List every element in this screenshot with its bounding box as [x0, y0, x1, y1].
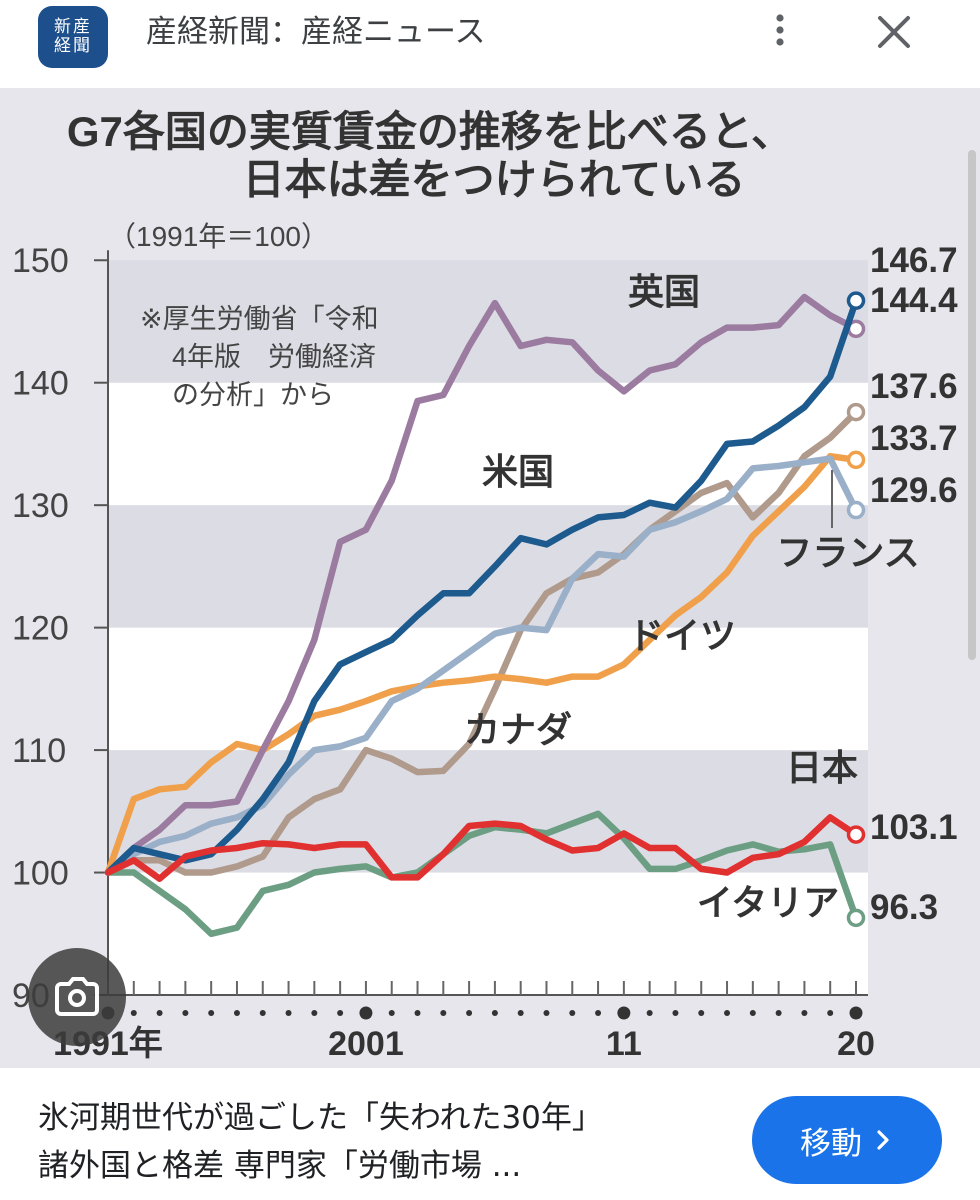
chart-title-line-1: G7各国の実質賃金の推移を比べると、 — [67, 108, 793, 155]
y-tick-label: 150 — [12, 242, 69, 280]
series-name-label: ドイツ — [628, 615, 736, 656]
chart-band — [108, 872, 868, 995]
x-tick-dot — [414, 1010, 421, 1016]
source-note-line-2: 4年版 労働経済 — [172, 342, 376, 372]
series-end-value-label: 146.7 — [870, 241, 958, 280]
series-name-label: 米国 — [482, 451, 554, 492]
series-name-label: イタリア — [697, 882, 840, 923]
chart-title-line-2: 日本は差をつけられている — [243, 156, 746, 203]
chart-band — [108, 750, 868, 873]
unit-note: （1991年＝100） — [108, 221, 329, 252]
series-line — [104, 452, 860, 876]
y-tick-label: 130 — [12, 487, 69, 525]
x-tick-dot — [569, 1010, 576, 1016]
x-axis: 1991年 2001 11 20 — [53, 981, 875, 1063]
more-vert-icon[interactable] — [760, 10, 800, 50]
scrollbar[interactable] — [968, 150, 976, 660]
series-line — [104, 408, 860, 876]
close-icon[interactable] — [872, 10, 916, 54]
caption-line-2: 諸外国と格差 専門家「労働市場 ... — [38, 1148, 522, 1184]
result-caption[interactable]: 氷河期世代が過ごした「失われた30年」 諸外国と格差 専門家「労働市場 ... — [38, 1094, 718, 1190]
y-tick-label: 140 — [12, 365, 69, 403]
x-tick-dot — [801, 1010, 808, 1016]
x-tick-dot — [724, 1010, 731, 1016]
x-tick-dot — [672, 1010, 679, 1016]
series-line — [104, 297, 860, 876]
series-end-point — [846, 908, 866, 928]
x-tick-dot — [543, 1010, 550, 1016]
series-name-label: フランス — [776, 532, 919, 573]
x-tick-dot — [182, 1010, 189, 1016]
x-tick-label: 11 — [606, 1025, 642, 1063]
series-name-label: 英国 — [628, 271, 700, 312]
chart-band — [108, 627, 868, 751]
x-tick-dot — [749, 1010, 756, 1016]
series-end-point — [846, 402, 866, 422]
x-tick-dot — [208, 1010, 215, 1016]
google-lens-icon — [55, 977, 99, 1016]
x-tick-dot — [285, 1010, 292, 1016]
series-end-value-label: 137.6 — [870, 367, 958, 406]
x-tick-dot — [517, 1010, 524, 1016]
series-line — [104, 814, 860, 882]
series-line — [104, 455, 860, 876]
y-tick-label: 120 — [12, 610, 69, 648]
visit-button[interactable]: 移動 — [752, 1096, 942, 1184]
chart-notes: G7各国の実質賃金の推移を比べると、 日本は差をつけられている （1991年＝1… — [67, 108, 793, 410]
series-end-value-label: 144.4 — [870, 281, 958, 320]
x-tick-dot — [156, 1010, 163, 1016]
source-title[interactable]: 産経新聞：産経ニュース — [146, 14, 486, 50]
chart-bands — [108, 260, 868, 995]
chart-band — [108, 505, 868, 628]
series-end-value-label: 96.3 — [870, 888, 938, 927]
source-note-line-1: ※厚生労働省「令和 — [140, 304, 379, 334]
x-tick-dot — [466, 1010, 473, 1016]
x-tick-dot — [617, 1006, 631, 1020]
source-note-line-3: の分析」から — [172, 380, 334, 410]
series-name-label: 日本 — [786, 747, 858, 788]
series-end-point — [846, 500, 866, 520]
series-end-point — [846, 825, 866, 844]
series-line — [104, 293, 860, 876]
x-tick-dot — [698, 1010, 705, 1016]
x-tick-dot — [775, 1010, 782, 1016]
x-tick-dot — [440, 1010, 447, 1016]
series-end-value-label: 103.1 — [870, 808, 958, 847]
x-tick-label: 2001 — [328, 1025, 404, 1063]
x-tick-dot — [233, 1010, 240, 1016]
series-end-value-label: 129.6 — [870, 471, 958, 510]
chart-series: 英国 144.4 米国 146.7 フランス 129.6 ドイツ 133.7 カナダ 137.6 日… — [104, 241, 958, 938]
x-tick-dot — [646, 1010, 653, 1016]
x-tick-dot — [359, 1006, 373, 1020]
x-tick-dot — [595, 1010, 602, 1016]
x-tick-dot — [337, 1010, 344, 1016]
y-tick-label: 110 — [12, 732, 66, 770]
top-bar: 新産経聞 産経新聞：産経ニュース — [0, 0, 980, 88]
logo-text: 新産経聞 — [54, 17, 92, 56]
x-tick-dot — [827, 1010, 834, 1016]
chart-band — [108, 260, 868, 383]
y-tick-label: 100 — [12, 855, 69, 893]
caption-line-1: 氷河期世代が過ごした「失われた30年」 — [38, 1100, 603, 1136]
series-line — [104, 810, 860, 938]
visit-button-label: 移動 — [800, 1125, 862, 1162]
series-end-point — [846, 291, 866, 310]
x-tick-dot — [849, 1006, 863, 1020]
x-tick-dot — [311, 1010, 318, 1016]
y-axis: 90100110120130140150 — [12, 242, 109, 1015]
x-tick-dot — [388, 1010, 395, 1016]
x-tick-dot — [130, 1010, 137, 1016]
series-end-value-label: 133.7 — [870, 419, 958, 458]
chevron-right-icon — [877, 1130, 889, 1150]
x-tick-dot — [259, 1010, 266, 1016]
x-tick-label: 20 — [837, 1025, 875, 1063]
x-tick-dot — [491, 1010, 498, 1016]
sankei-logo[interactable]: 新産経聞 — [38, 6, 108, 68]
google-lens-button[interactable] — [28, 948, 126, 1046]
series-end-point — [846, 450, 866, 470]
series-name-label: カナダ — [464, 709, 572, 750]
